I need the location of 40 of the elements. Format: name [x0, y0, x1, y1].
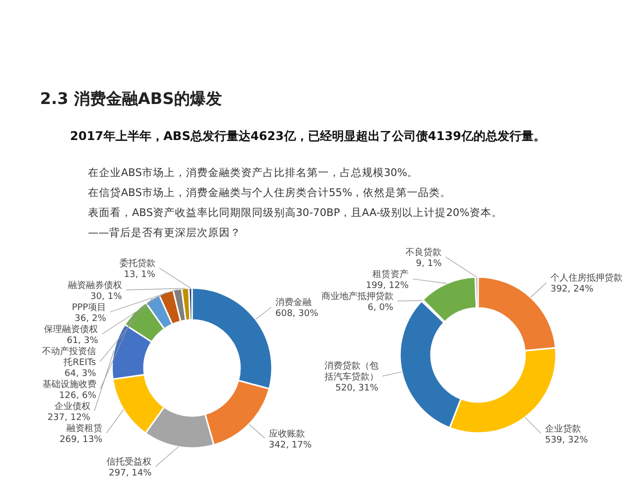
text: 在信贷ABS市场上，消费金融类与个人住房类合计55%，依然是第一品类。: [88, 186, 452, 199]
text: 在企业ABS市场上，消费金融类资产占比排名第一，占总规模30%。: [88, 166, 418, 179]
data-label: 126, 6%: [59, 391, 97, 402]
chart-subtitle: 2017年上半年，ABS总发行量达4623亿，已经明显超出了公司债4139亿的总发行量。: [70, 129, 546, 143]
slice-label: 应收账款: [268, 428, 305, 440]
slice-label: 委托贷款: [119, 258, 156, 270]
data-label: 520, 31%: [335, 384, 379, 394]
slice-label: 保理融资债权: [44, 324, 98, 336]
data-label: 9, 1%: [416, 259, 442, 270]
slice-label: 租赁资产: [372, 269, 409, 280]
text: 表面看，ABS资产收益率比同期限同级别高30-70BP，且AA-级别以上计提20%资本。: [88, 206, 502, 219]
slice-label: 消费贷款（包括汽车贷款）: [324, 360, 378, 383]
chart-title: 2.3 消费金融ABS的爆发: [40, 89, 222, 108]
slice-label: 企业贷款: [544, 423, 581, 434]
slice-label: 信托受益权: [106, 456, 152, 468]
slice-label: 融资融券债权: [68, 280, 122, 292]
data-label: 13, 1%: [124, 270, 156, 280]
data-label: 539, 32%: [544, 435, 588, 446]
data-label: 297, 14%: [108, 468, 152, 479]
slice-label: 不良贷款: [406, 247, 442, 258]
data-label: 61, 3%: [66, 336, 99, 346]
slice-label: 融资租赁: [66, 423, 102, 434]
data-label: 36, 2%: [74, 314, 107, 324]
data-label: 64, 3%: [64, 369, 96, 380]
data-label: 342, 17%: [268, 440, 312, 450]
slice-label: 商业地产抵押贷款: [321, 291, 394, 302]
data-label: 237, 12%: [47, 413, 91, 424]
data-label: 392, 24%: [550, 284, 594, 295]
data-label: 30, 1%: [90, 292, 122, 302]
slice-label: 消费金融: [275, 297, 312, 308]
slice-label: 企业债权: [54, 401, 90, 412]
slice-label: 不动产投资信托REITs: [42, 346, 96, 368]
slice-label: 基础设施收费: [42, 379, 96, 390]
data-label: 6, 0%: [368, 303, 394, 314]
text: ——背后是否有更深层次原因？: [88, 226, 241, 239]
data-label: 269, 13%: [60, 435, 103, 446]
slice-label: PPP项目: [72, 303, 106, 314]
slice-label: 个人住房抵押贷款: [550, 272, 622, 284]
data-label: 199, 12%: [366, 281, 410, 292]
data-label: 608, 30%: [275, 309, 319, 320]
